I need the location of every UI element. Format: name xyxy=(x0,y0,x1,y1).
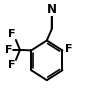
Text: F: F xyxy=(65,44,73,54)
Text: F: F xyxy=(8,60,15,70)
Text: N: N xyxy=(47,3,57,16)
Text: F: F xyxy=(8,29,15,39)
Text: F: F xyxy=(5,45,12,55)
